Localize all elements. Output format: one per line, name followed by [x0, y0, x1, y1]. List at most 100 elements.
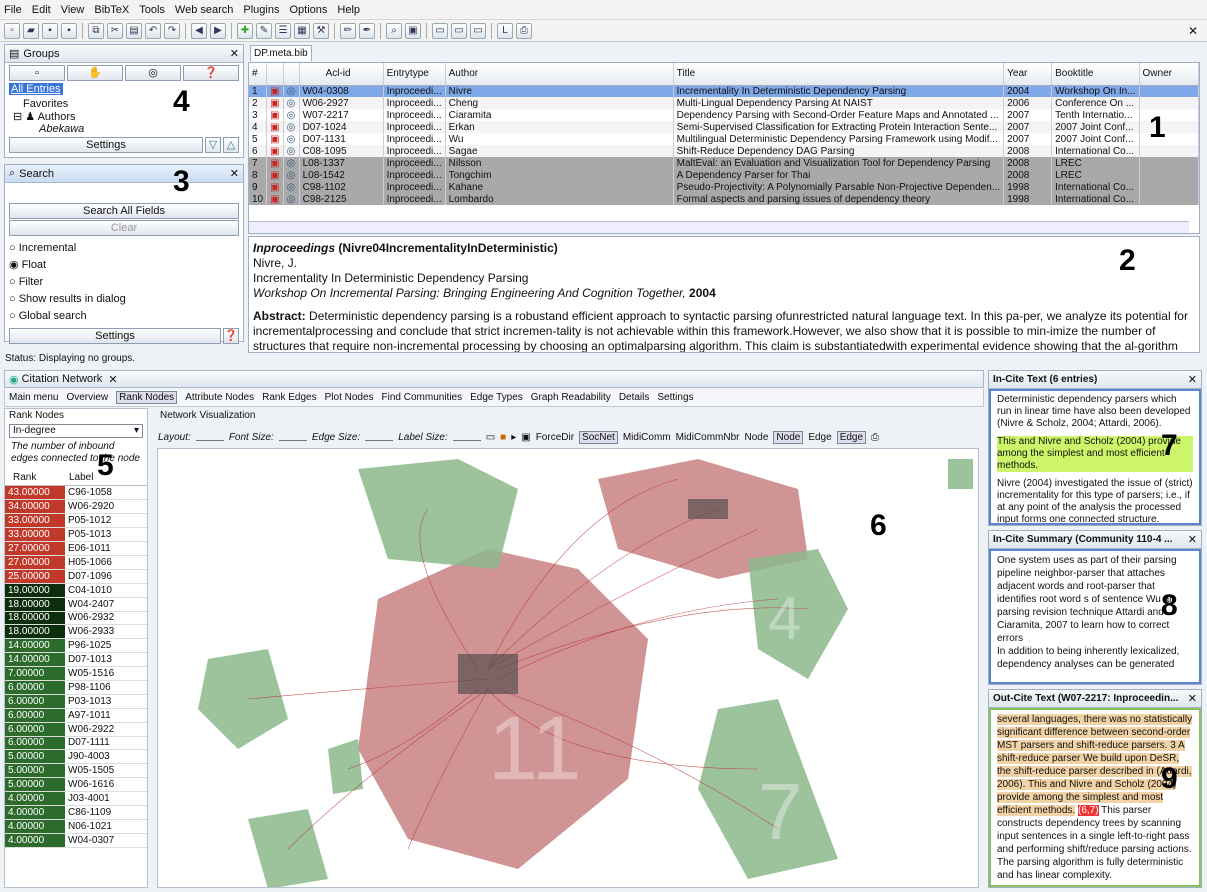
rank-row[interactable]: 6.00000 P98-1106 — [5, 680, 147, 695]
collapse-icon[interactable]: △ — [223, 137, 239, 153]
redo-icon[interactable]: ↷ — [164, 22, 180, 39]
forward-icon[interactable]: ▶ — [210, 22, 226, 39]
label-size-slider[interactable] — [452, 433, 481, 441]
menu-help[interactable]: Help — [337, 3, 361, 16]
group-favorites[interactable]: Favorites — [23, 98, 69, 110]
table-row[interactable]: 3 ▣ ◎ W07-2217 Inproceedi... Ciaramita Depende… — [249, 109, 1199, 121]
latex-icon[interactable]: L — [497, 22, 513, 39]
tool-edge-types[interactable]: Edge Types — [470, 392, 523, 403]
table-row[interactable]: 6 ▣ ◎ C08-1095 Inproceedi... Sagae Shift-Reduc… — [249, 145, 1199, 157]
preview-icon[interactable]: ▦ — [294, 22, 310, 39]
rank-row[interactable]: 34.00000 W06-2920 — [5, 499, 147, 515]
edge-text-button[interactable]: Edge — [808, 431, 832, 443]
cut-icon[interactable]: ✂ — [107, 22, 123, 39]
tool-graph-readability[interactable]: Graph Readability — [530, 392, 611, 403]
rank-row[interactable]: 14.00000 P96-1025 — [5, 638, 147, 654]
search-input[interactable] — [9, 185, 239, 201]
col-author[interactable]: Author — [445, 63, 674, 86]
refresh-group-button[interactable]: ◎ — [125, 65, 181, 81]
menu-plugins[interactable]: Plugins — [243, 3, 280, 16]
rank-row[interactable]: 18.00000 W06-2932 — [5, 611, 147, 626]
socnet-button[interactable]: SocNet — [579, 430, 618, 444]
rank-row[interactable]: 18.00000 W04-2407 — [5, 597, 147, 612]
entry-list-icon[interactable]: ☰ — [275, 22, 291, 39]
rank-row[interactable]: 6.00000 D07-1111 — [5, 736, 147, 751]
close-icon[interactable]: ✕ — [229, 48, 239, 60]
midicommnbr-button[interactable]: MidiCommNbr — [675, 431, 740, 443]
tool-overview[interactable]: Overview — [66, 392, 109, 403]
tools-icon[interactable]: ⚒ — [313, 22, 329, 39]
option-show-dialog[interactable]: ○ Show results in dialog — [9, 293, 126, 305]
rank-row[interactable]: 18.00000 W06-2933 — [5, 624, 147, 640]
table-row[interactable]: 8 ▣ ◎ L08-1542 Inproceedi... Tongchim A Depend… — [249, 169, 1199, 181]
menu-edit[interactable]: Edit — [31, 3, 51, 16]
close-icon[interactable]: ✕ — [1187, 534, 1197, 546]
color-icon[interactable]: ■ — [500, 431, 507, 443]
rank-select[interactable]: In-degree ▾ — [9, 424, 143, 438]
groups-settings-button[interactable]: Settings — [9, 137, 203, 153]
table-row[interactable]: 1 ▣ ◎ W04-0308 Inproceedi... Nivre Incremental… — [249, 85, 1199, 97]
node-text-button[interactable]: Node — [744, 431, 769, 443]
rank-row[interactable]: 33.00000 P05-1012 — [5, 513, 147, 529]
close-icon[interactable]: ✕ — [229, 168, 239, 180]
tool-settings[interactable]: Settings — [657, 392, 694, 403]
search-settings-button[interactable]: Settings — [9, 328, 221, 344]
table-row[interactable]: 4 ▣ ◎ D07-1024 Inproceedi... Erkan Semi-Superv… — [249, 121, 1199, 133]
col-number[interactable]: # — [249, 63, 268, 86]
layout-slider[interactable] — [195, 433, 224, 441]
rank-row[interactable]: 27.00000 E06-1011 — [5, 541, 147, 556]
col-entrytype[interactable]: Entrytype — [383, 63, 446, 86]
clear-button[interactable]: Clear — [9, 220, 239, 236]
export-icon[interactable]: ⎙ — [516, 22, 532, 39]
edge-toggle-button[interactable]: Edge — [836, 430, 867, 444]
rank-row[interactable]: 19.00000 C04-1010 — [5, 583, 147, 598]
back-icon[interactable]: ◀ — [191, 22, 207, 39]
close-icon[interactable]: ✕ — [108, 373, 118, 386]
window-alt-icon[interactable]: ▭ — [451, 22, 467, 39]
tool-attribute-nodes[interactable]: Attribute Nodes — [185, 392, 255, 403]
edit-entry-icon[interactable]: ✎ — [256, 22, 272, 39]
layout-icon[interactable]: ▭ — [470, 22, 486, 39]
save-all-icon[interactable]: ▪ — [61, 22, 77, 39]
table-row[interactable]: 5 ▣ ◎ D07-1131 Inproceedi... Wu Multilingual D… — [249, 133, 1199, 145]
rank-row[interactable]: 6.00000 W06-2922 — [5, 722, 147, 737]
menu-web-search[interactable]: Web search — [174, 3, 234, 16]
image-icon[interactable]: ▭ — [485, 431, 496, 443]
rank-row[interactable]: 4.00000 W04-0307 — [5, 833, 147, 848]
rank-row[interactable]: 4.00000 C86-1109 — [5, 805, 147, 820]
rank-row[interactable]: 5.00000 J90-4003 — [5, 749, 147, 765]
rank-row[interactable]: 43.00000 C96-1058 — [5, 486, 147, 501]
col-url[interactable] — [283, 63, 300, 86]
rank-row[interactable]: 6.00000 A97-1011 — [5, 708, 147, 723]
menu-file[interactable]: File — [4, 3, 22, 16]
midicomm-button[interactable]: MidiComm — [622, 431, 671, 443]
menu-tools[interactable]: Tools — [139, 3, 165, 16]
node-toggle-button[interactable]: Node — [773, 430, 804, 444]
help-group-button[interactable]: ❓ — [183, 65, 239, 81]
table-row[interactable]: 9 ▣ ◎ C98-1102 Inproceedi... Kahane Pseudo-Pro… — [249, 181, 1199, 193]
menu-bibtex[interactable]: BibTeX — [94, 3, 130, 16]
font-size-slider[interactable] — [278, 433, 307, 441]
stop-icon[interactable]: ▣ — [521, 431, 531, 443]
undo-icon[interactable]: ↶ — [145, 22, 161, 39]
group-all-entries[interactable]: All Entries — [9, 83, 63, 95]
rank-row[interactable]: 4.00000 J03-4001 — [5, 791, 147, 806]
edge-size-slider[interactable] — [365, 433, 394, 441]
tool-rank-edges[interactable]: Rank Edges — [262, 392, 317, 403]
help-icon[interactable]: ❓ — [223, 328, 239, 344]
mark-icon[interactable]: ✏ — [340, 22, 356, 39]
filter-icon[interactable]: ▽ — [205, 137, 221, 153]
play-icon[interactable]: ▸ — [511, 431, 517, 443]
citation-tab[interactable]: Citation Network — [21, 373, 103, 385]
network-graph[interactable]: 11 7 4 — [158, 449, 979, 888]
table-row[interactable]: 2 ▣ ◎ W06-2927 Inproceedi... Cheng Multi-Lingu… — [249, 97, 1199, 109]
open-icon[interactable]: ▰ — [23, 22, 39, 39]
rank-row[interactable]: 14.00000 D07-1013 — [5, 652, 147, 668]
new-icon[interactable]: ▫ — [4, 22, 20, 39]
col-year[interactable]: Year — [1003, 63, 1053, 86]
paste-icon[interactable]: ▤ — [126, 22, 142, 39]
rank-row[interactable]: 27.00000 H05-1066 — [5, 555, 147, 570]
add-entry-icon[interactable]: ✚ — [237, 22, 253, 39]
close-icon[interactable]: ✕ — [1187, 374, 1197, 386]
tool-rank-nodes[interactable]: Rank Nodes — [116, 391, 178, 404]
